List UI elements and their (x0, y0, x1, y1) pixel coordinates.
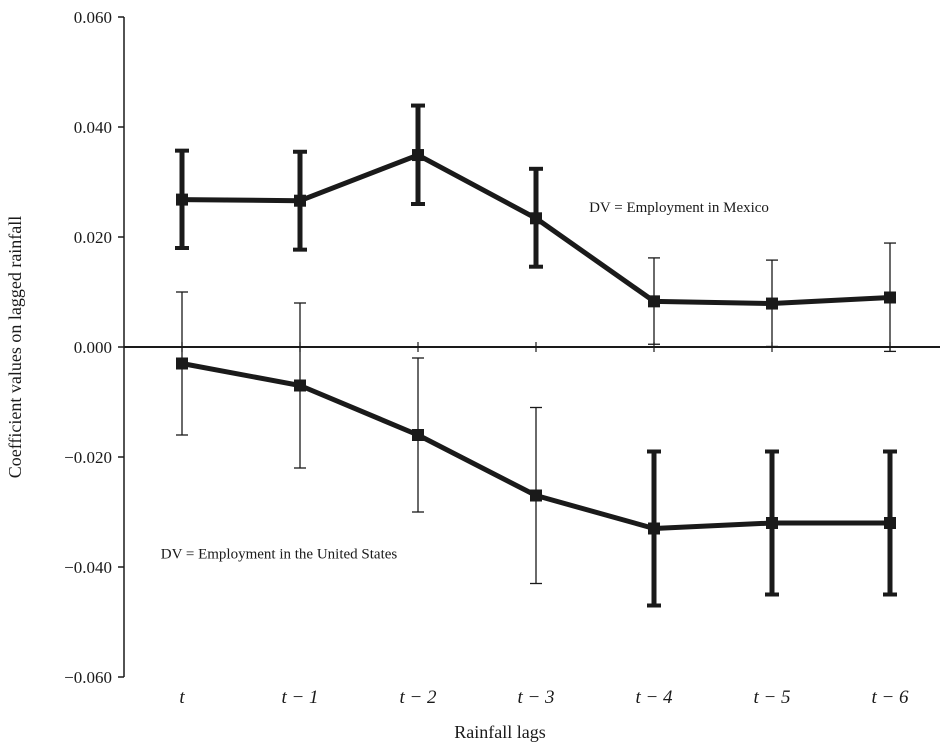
x-tick-label: t − 3 (517, 687, 554, 708)
data-point (766, 297, 778, 310)
y-axis-title: Coefficient values on lagged rainfall (5, 216, 25, 479)
x-tick-label: t − 2 (399, 687, 437, 708)
x-tick-label: t (179, 687, 185, 708)
series-annotation: DV = Employment in Mexico (589, 200, 769, 216)
chart-marks (175, 103, 897, 608)
x-tick-label: t − 4 (635, 687, 673, 708)
data-point (766, 517, 778, 529)
x-tick-label: t − 6 (871, 687, 909, 708)
data-point (530, 212, 542, 225)
data-point (294, 379, 306, 392)
data-point (176, 193, 188, 206)
data-point (884, 291, 896, 304)
y-tick-label: −0.040 (64, 558, 112, 577)
data-point (648, 295, 660, 308)
chart-labels: 0.060 0.040 0.020 0.000 −0.020 −0.040 −0.060 t t… (64, 8, 909, 708)
x-axis-title: Rainfall lags (454, 722, 545, 742)
axes (118, 16, 940, 678)
y-tick-label: 0.040 (74, 118, 112, 137)
x-tick-label: t − 5 (753, 687, 790, 708)
y-tick-label: 0.060 (74, 8, 112, 27)
y-tick-label: 0.020 (74, 228, 112, 247)
series-1 (175, 103, 896, 353)
data-point (176, 357, 188, 370)
y-tick-label: −0.060 (64, 668, 112, 687)
data-point (412, 149, 424, 162)
data-point (294, 194, 306, 207)
series-annotation: DV = Employment in the United States (161, 546, 398, 562)
data-point (530, 489, 542, 502)
data-point (884, 517, 896, 529)
x-tick-label: t − 1 (281, 687, 318, 708)
data-point (412, 429, 424, 441)
data-point (648, 522, 660, 535)
series-2 (176, 291, 897, 608)
y-tick-label: −0.020 (64, 448, 112, 467)
y-tick-label: 0.000 (74, 338, 112, 357)
